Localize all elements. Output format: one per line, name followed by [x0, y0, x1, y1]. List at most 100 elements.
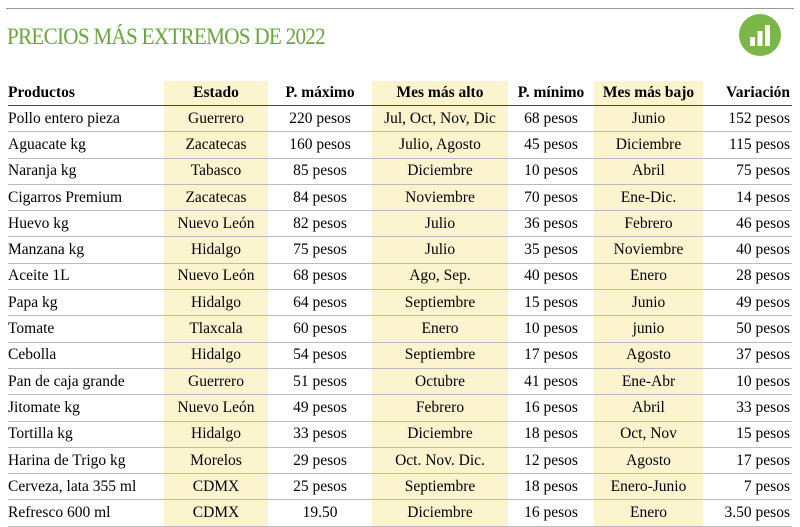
table-cell: 29 pesos — [270, 447, 370, 475]
table-cell: Diciembre — [370, 499, 510, 527]
table-cell: Pollo entero pieza — [8, 105, 162, 133]
table-cell: Septiembre — [370, 289, 510, 317]
table-cell: Agosto — [592, 447, 705, 475]
table-cell: 49 pesos — [705, 289, 792, 317]
table-cell: Septiembre — [370, 473, 510, 501]
table-cell: Diciembre — [592, 131, 705, 159]
table-cell: Hidalgo — [162, 289, 270, 317]
table-cell: 15 pesos — [705, 421, 792, 448]
column-header: Mes más bajo — [592, 81, 705, 106]
table-cell: Tortilla kg — [8, 421, 162, 448]
table-row: Huevo kg Nuevo León 82 pesos Julio 36 pesos F… — [8, 210, 792, 238]
table-cell: 51 pesos — [270, 368, 370, 396]
table-cell: Enero — [592, 263, 705, 291]
table-cell: Enero-Junio — [592, 473, 705, 501]
table-cell: Nuevo León — [162, 394, 270, 422]
column-header: Variación — [705, 81, 792, 106]
table-row: Harina de Trigo kg Morelos 29 pesos Oct. No… — [8, 447, 792, 475]
table-cell: 25 pesos — [270, 473, 370, 501]
table-cell: Julio, Agosto — [370, 131, 510, 159]
table-cell: Zacatecas — [162, 131, 270, 159]
table-cell: Zacatecas — [162, 184, 270, 212]
table-cell: 10 pesos — [510, 158, 592, 185]
table-cell: Enero — [592, 499, 705, 527]
table-row: Aguacate kg Zacatecas 160 pesos Julio, Agos… — [8, 131, 792, 159]
table-cell: 10 pesos — [705, 368, 792, 396]
column-header: Mes más alto — [370, 81, 510, 106]
table-cell: CDMX — [162, 499, 270, 527]
table-cell: Morelos — [162, 447, 270, 475]
table-cell: Hidalgo — [162, 342, 270, 369]
table-cell: 33 pesos — [705, 394, 792, 422]
table-cell: 10 pesos — [510, 315, 592, 343]
table-cell: 37 pesos — [705, 342, 792, 369]
table-cell: 12 pesos — [510, 447, 592, 475]
table-cell: Noviembre — [592, 236, 705, 264]
table-cell: Ene-Abr — [592, 368, 705, 396]
table-cell: Hidalgo — [162, 236, 270, 264]
table-cell: 152 pesos — [705, 105, 792, 133]
table-cell: Nuevo León — [162, 263, 270, 291]
table-cell: 41 pesos — [510, 368, 592, 396]
table-cell: Cigarros Premium — [8, 184, 162, 212]
table-cell: Junio — [592, 105, 705, 133]
table-cell: 16 pesos — [510, 499, 592, 527]
table-cell: Nuevo León — [162, 210, 270, 238]
table-row: Cerveza, lata 355 ml CDMX 25 pesos Septiemb… — [8, 473, 792, 501]
table-cell: Pan de caja grande — [8, 368, 162, 396]
table-row: Tortilla kg Hidalgo 33 pesos Diciembre 18 pe… — [8, 421, 792, 448]
table-cell: 19.50 — [270, 499, 370, 527]
table-cell: 54 pesos — [270, 342, 370, 369]
top-rule — [6, 8, 794, 9]
table-cell: 160 pesos — [270, 131, 370, 159]
table-cell: 14 pesos — [705, 184, 792, 212]
column-header: P. máximo — [270, 81, 370, 106]
table-cell: 28 pesos — [705, 263, 792, 291]
price-table: Productos Estado P. máximo Mes más alto P. m… — [8, 81, 792, 527]
table-cell: 49 pesos — [270, 394, 370, 422]
table-row: Tomate Tlaxcala 60 pesos Enero 10 pesos junio… — [8, 315, 792, 343]
table-cell: Manzana kg — [8, 236, 162, 264]
table-cell: Papa kg — [8, 289, 162, 317]
table-cell: 68 pesos — [510, 105, 592, 133]
table-cell: Huevo kg — [8, 210, 162, 238]
table-cell: Enero — [370, 315, 510, 343]
table-cell: Jitomate kg — [8, 394, 162, 422]
table-cell: 70 pesos — [510, 184, 592, 212]
table-cell: 220 pesos — [270, 105, 370, 133]
table-row: Refresco 600 ml CDMX 19.50 Diciembre 16 peso… — [8, 499, 792, 527]
table-cell: 50 pesos — [705, 315, 792, 343]
table-cell: Naranja kg — [8, 158, 162, 185]
table-cell: 84 pesos — [270, 184, 370, 212]
table-row: Cebolla Hidalgo 54 pesos Septiembre 17 pesos… — [8, 342, 792, 369]
table-cell: 75 pesos — [705, 158, 792, 185]
table-cell: Tabasco — [162, 158, 270, 185]
table-cell: Guerrero — [162, 368, 270, 396]
table-cell: 17 pesos — [705, 447, 792, 475]
table-cell: Aguacate kg — [8, 131, 162, 159]
table-row: Pollo entero pieza Guerrero 220 pesos Jul, … — [8, 105, 792, 133]
table-cell: Febrero — [370, 394, 510, 422]
table-cell: Oct. Nov. Dic. — [370, 447, 510, 475]
column-header: Estado — [162, 81, 270, 106]
table-cell: 36 pesos — [510, 210, 592, 238]
column-header: P. mínimo — [510, 81, 592, 106]
table-cell: 60 pesos — [270, 315, 370, 343]
table-cell: Aceite 1L — [8, 263, 162, 291]
table-cell: 15 pesos — [510, 289, 592, 317]
header-row: Productos Estado P. máximo Mes más alto P. m… — [8, 81, 792, 106]
table-cell: 33 pesos — [270, 421, 370, 448]
table-cell: Ago, Sep. — [370, 263, 510, 291]
table-row: Naranja kg Tabasco 85 pesos Diciembre 10 pes… — [8, 158, 792, 185]
table-cell: 115 pesos — [705, 131, 792, 159]
table-cell: Harina de Trigo kg — [8, 447, 162, 475]
table-row: Pan de caja grande Guerrero 51 pesos Octubr… — [8, 368, 792, 396]
table-cell: 35 pesos — [510, 236, 592, 264]
table-cell: Julio — [370, 210, 510, 238]
table-row: Aceite 1L Nuevo León 68 pesos Ago, Sep. 40 p… — [8, 263, 792, 291]
table-cell: Agosto — [592, 342, 705, 369]
table-cell: Hidalgo — [162, 421, 270, 448]
title: PRECIOS MÁS EXTREMOS DE 2022 — [7, 24, 326, 49]
table-cell: Diciembre — [370, 421, 510, 448]
